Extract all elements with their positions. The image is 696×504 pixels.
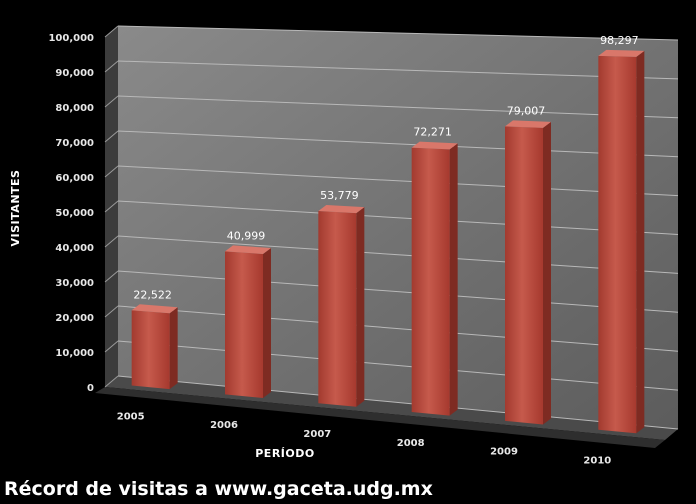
x-tick-label: 2007 bbox=[303, 429, 331, 440]
gridline-side bbox=[104, 340, 119, 353]
bar-side bbox=[636, 50, 645, 434]
y-tick-label: 20,000 bbox=[55, 313, 94, 324]
bars bbox=[131, 49, 645, 434]
gridline-side bbox=[104, 60, 119, 73]
x-tick-label: 2008 bbox=[397, 438, 425, 449]
x-tick-label: 2010 bbox=[583, 455, 611, 466]
y-tick-label: 80,000 bbox=[55, 103, 94, 114]
data-labels: 22,522 40,999 53,779 72,271 79,007 98,297 bbox=[133, 34, 638, 301]
y-tick-label: 70,000 bbox=[55, 138, 94, 149]
back-wall bbox=[118, 26, 678, 429]
bar-2008 bbox=[411, 141, 458, 416]
bar-front bbox=[411, 147, 450, 416]
plot-area bbox=[95, 25, 679, 448]
bar-side bbox=[449, 143, 458, 416]
bar-top bbox=[318, 204, 365, 214]
y-tick-label: 30,000 bbox=[55, 278, 94, 289]
bar-top bbox=[598, 49, 645, 57]
gridline bbox=[117, 60, 679, 80]
y-tick-label: 50,000 bbox=[55, 208, 94, 219]
bar-2006 bbox=[225, 245, 271, 398]
x-axis-label: PERÍODO bbox=[255, 447, 314, 460]
footer-caption: Récord de visitas a www.gaceta.udg.mx bbox=[4, 478, 433, 500]
gridline-side bbox=[104, 270, 119, 283]
x-tick-label: 2005 bbox=[117, 411, 145, 422]
x-axis-ticks: 2005 2006 2007 2008 2009 2010 bbox=[117, 411, 612, 466]
gridline bbox=[117, 25, 679, 41]
gridline-side bbox=[104, 130, 119, 143]
bar-side bbox=[356, 207, 365, 407]
bar-top bbox=[505, 120, 551, 128]
bar-front bbox=[505, 126, 543, 425]
gridline bbox=[117, 375, 679, 430]
bar-front bbox=[598, 55, 637, 434]
bar-top bbox=[225, 245, 271, 254]
bar-front bbox=[131, 310, 170, 390]
gridline bbox=[117, 270, 679, 313]
bar-top bbox=[131, 304, 178, 314]
bar-side bbox=[543, 121, 551, 425]
y-tick-label: 0 bbox=[87, 383, 94, 394]
y-tick-label: 90,000 bbox=[55, 68, 94, 79]
bar-front bbox=[318, 210, 357, 407]
bar-2010 bbox=[598, 49, 645, 434]
gridline-side bbox=[104, 95, 119, 108]
gridline bbox=[117, 165, 679, 197]
y-tick-label: 100,000 bbox=[48, 33, 94, 44]
data-label: 98,297 bbox=[600, 34, 639, 47]
y-tick-label: 10,000 bbox=[55, 348, 94, 359]
bar-2009 bbox=[505, 120, 551, 425]
gridline-side bbox=[104, 25, 119, 38]
y-tick-label: 60,000 bbox=[55, 173, 94, 184]
x-tick-label: 2009 bbox=[490, 447, 518, 458]
y-tick-label: 40,000 bbox=[55, 243, 94, 254]
data-label: 40,999 bbox=[227, 229, 266, 242]
bar-top bbox=[411, 141, 458, 150]
gridline bbox=[117, 200, 679, 235]
bar-2007 bbox=[318, 204, 365, 407]
gridline-side bbox=[104, 235, 119, 248]
gridline bbox=[117, 235, 679, 274]
floor-edge bbox=[95, 387, 665, 448]
bar-2005 bbox=[131, 304, 178, 390]
bar-front bbox=[225, 251, 263, 398]
gridline-side bbox=[104, 200, 119, 213]
gridline-side bbox=[104, 305, 119, 318]
data-label: 53,779 bbox=[320, 189, 359, 202]
gridline bbox=[117, 130, 679, 158]
gridline bbox=[117, 305, 679, 352]
data-label: 79,007 bbox=[507, 104, 546, 117]
gridline bbox=[117, 340, 679, 391]
gridline-side bbox=[104, 375, 119, 388]
bar-side bbox=[169, 307, 178, 390]
x-tick-label: 2006 bbox=[210, 420, 238, 431]
bar-side bbox=[263, 247, 271, 398]
data-label: 72,271 bbox=[413, 126, 452, 139]
y-axis-ticks: 0 10,000 20,000 30,000 40,000 50,000 60,000 70,… bbox=[48, 33, 94, 394]
data-label: 22,522 bbox=[133, 288, 172, 301]
gridline-side bbox=[104, 165, 119, 178]
gridline bbox=[117, 95, 679, 119]
y-axis-label: VISITANTES bbox=[9, 170, 22, 247]
